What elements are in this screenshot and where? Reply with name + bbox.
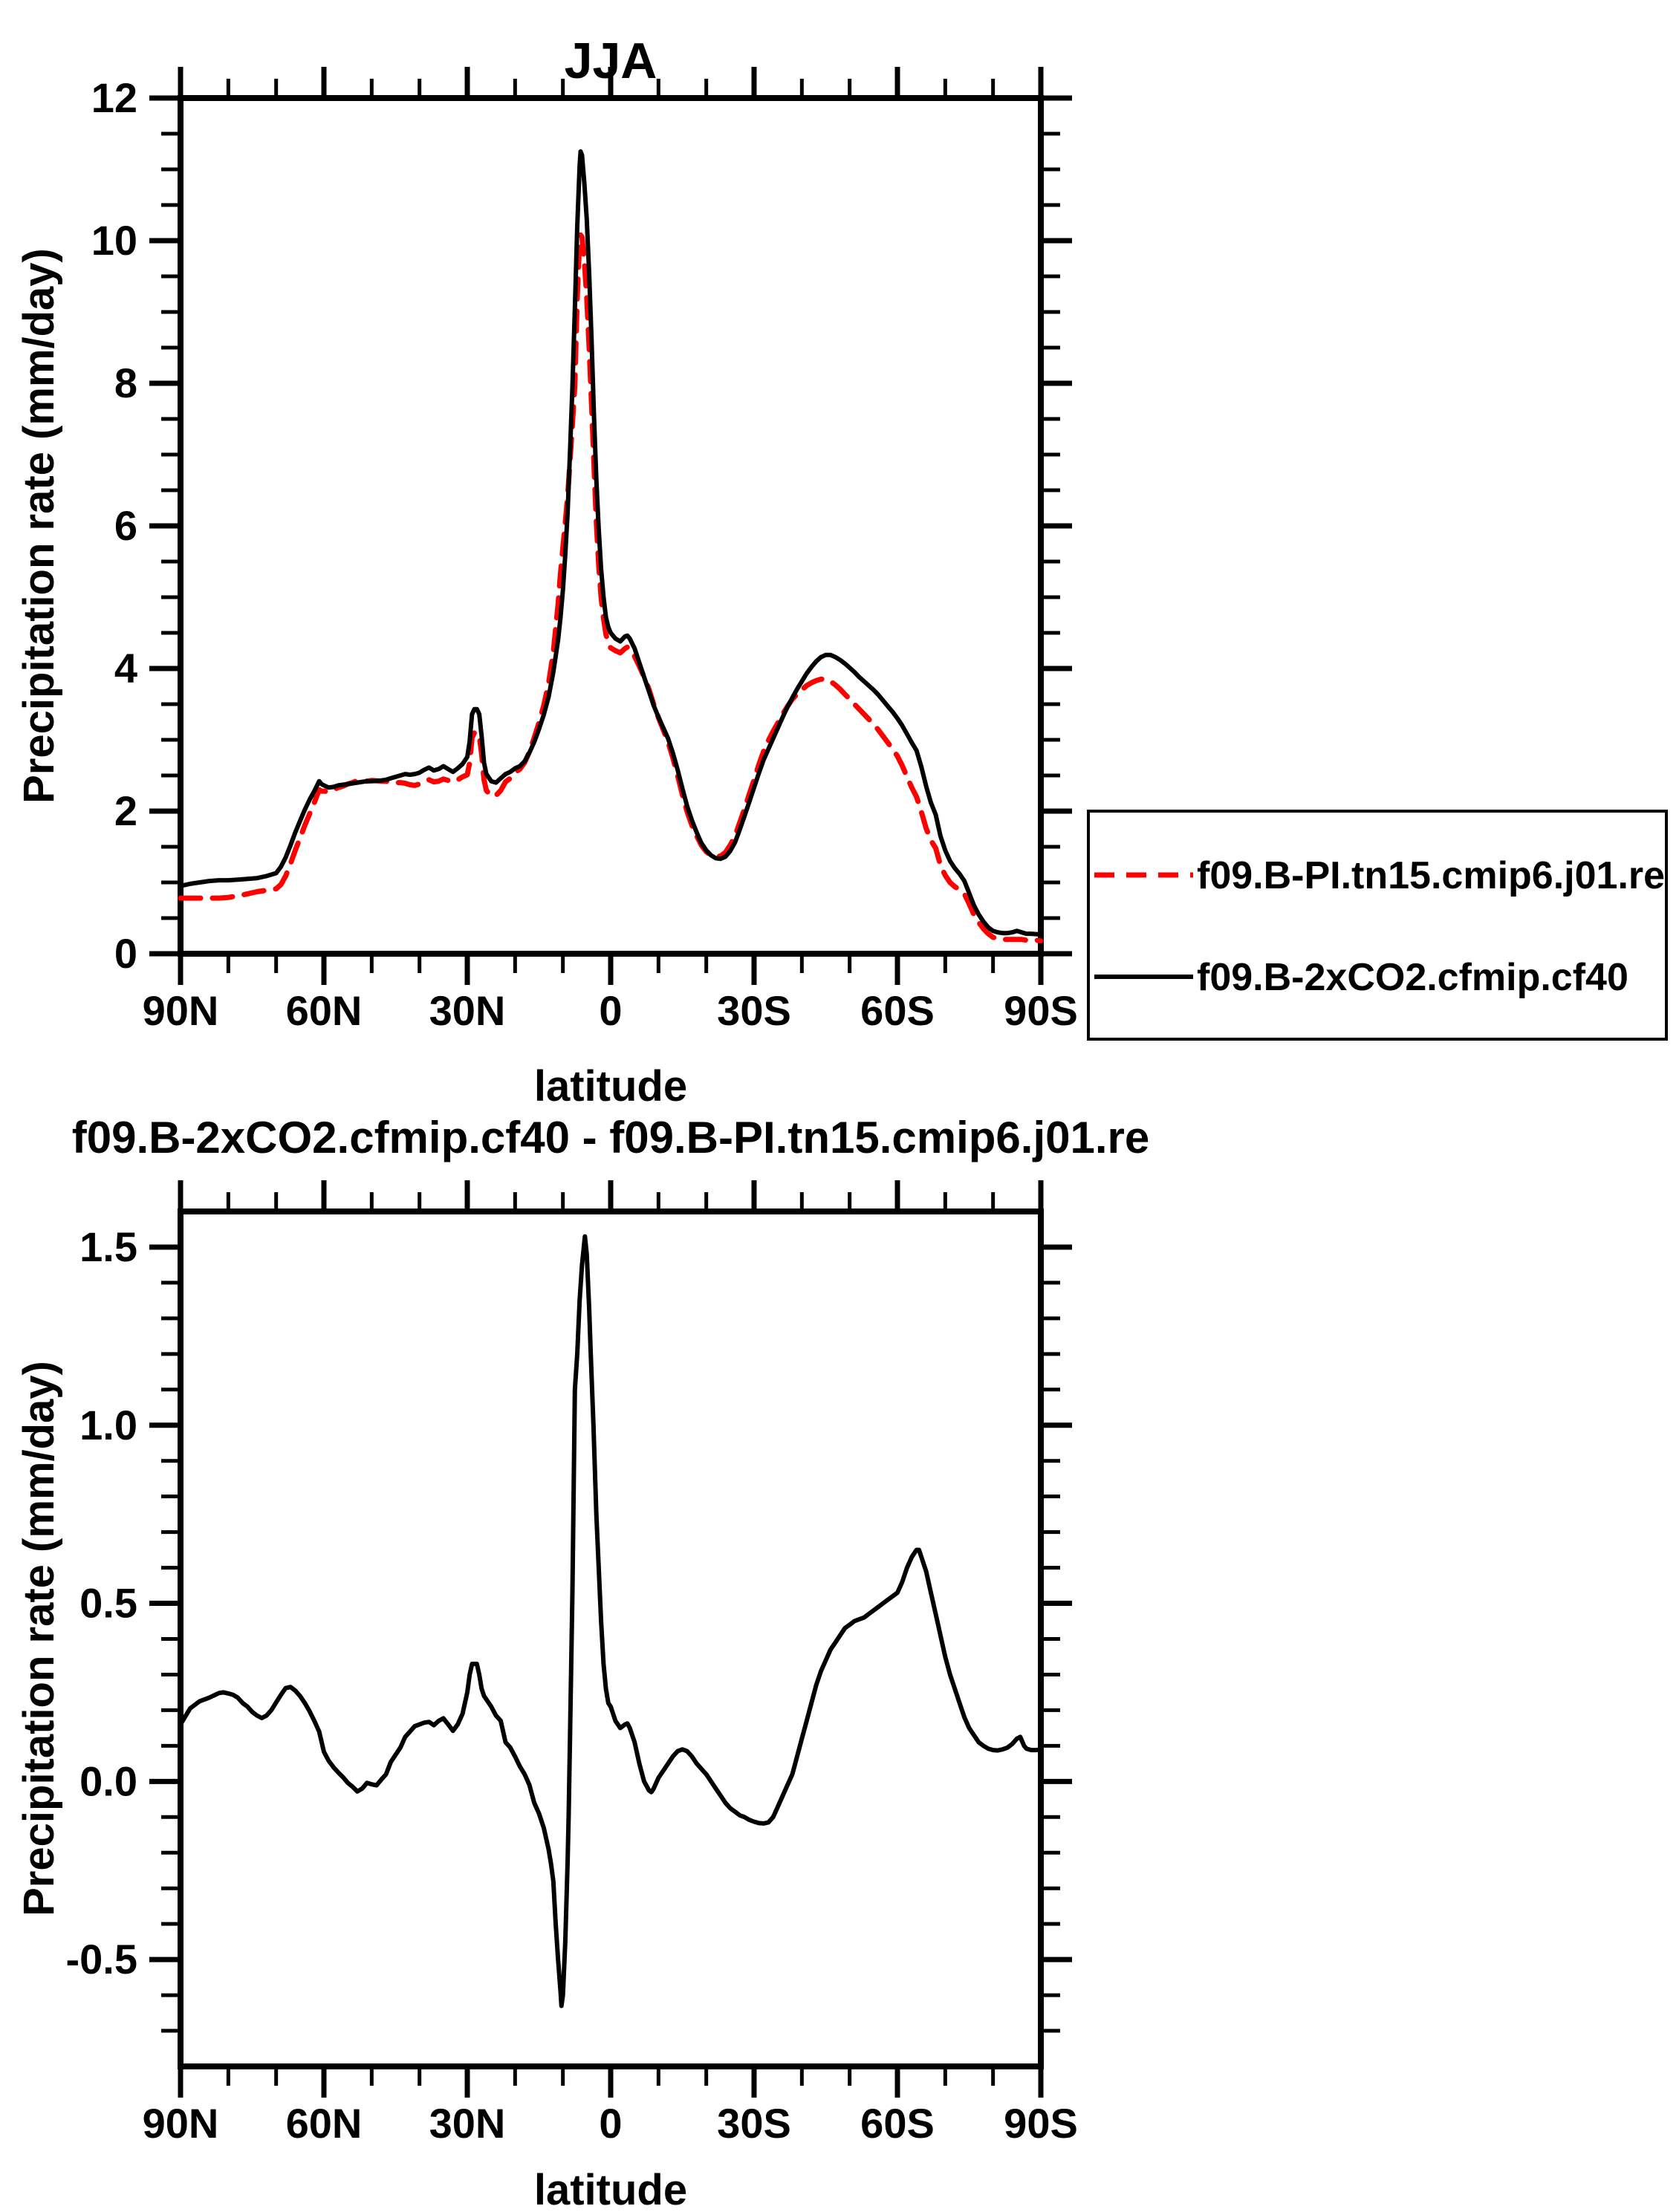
y-tick-label: 10 — [91, 217, 137, 264]
x-tick-label: 90S — [1004, 2100, 1078, 2147]
y-tick-label: 4 — [114, 645, 137, 692]
x-tick-label: 60N — [286, 2100, 363, 2147]
x-tick-label: 90N — [143, 987, 219, 1034]
bottom-chart-ylabel: Precipitation rate (mm/day) — [15, 1361, 63, 1916]
legend-label-pi: f09.B-PI.tn15.cmip6.j01.re — [1197, 854, 1665, 897]
y-tick-label: 6 — [114, 502, 137, 549]
x-tick-label: 30N — [429, 2100, 506, 2147]
series-line-0 — [178, 1234, 1043, 2008]
legend-box — [1087, 810, 1668, 1041]
y-tick-label: 0.0 — [79, 1757, 137, 1804]
top-chart-xlabel: latitude — [534, 1062, 687, 1110]
legend-label-2xco2: f09.B-2xCO2.cfmip.cf40 — [1197, 956, 1628, 999]
x-tick-label: 90S — [1004, 987, 1078, 1034]
top-chart-ylabel: Precipitation rate (mm/day) — [15, 248, 63, 804]
tick-labels: 90N 60N 30N 0 30S 60S 90S 12 10 8 6 4 2 0 — [91, 74, 1078, 1034]
x-tick-label: 60S — [860, 2100, 935, 2147]
y-tick-label: 12 — [91, 74, 137, 121]
bottom-chart-title: f09.B-2xCO2.cfmip.cf40 - f09.B-PI.tn15.c… — [72, 1113, 1150, 1162]
x-tick-label: 30N — [429, 987, 506, 1034]
series-line-1 — [178, 149, 1043, 937]
x-tick-label: 60N — [286, 987, 363, 1034]
y-tick-label: 0.5 — [79, 1580, 137, 1627]
x-tick-label: 90N — [143, 2100, 219, 2147]
y-tick-label: -0.5 — [66, 1936, 138, 1982]
x-tick-label: 0 — [599, 2100, 622, 2147]
top-chart: 90N 60N 30N 0 30S 60S 90S 12 10 8 6 4 2 0 — [91, 67, 1078, 1034]
axis-ticks — [149, 67, 1072, 985]
x-tick-label: 30S — [717, 987, 791, 1034]
x-tick-label: 30S — [717, 2100, 791, 2147]
x-tick-label: 0 — [599, 987, 622, 1034]
legend: f09.B-PI.tn15.cmip6.j01.re f09.B-2xCO2.c… — [1087, 810, 1668, 1041]
y-tick-label: 8 — [114, 360, 137, 406]
bottom-chart: 90N 60N 30N 0 30S 60S 90S 1.5 1.0 0.5 0.0 -0.5 — [66, 1180, 1078, 2147]
y-tick-label: 1.5 — [79, 1223, 137, 1270]
y-tick-label: 1.0 — [79, 1402, 137, 1448]
y-tick-label: 0 — [114, 930, 137, 977]
axis-ticks — [149, 1180, 1072, 2098]
y-tick-label: 2 — [114, 787, 137, 834]
tick-labels: 90N 60N 30N 0 30S 60S 90S 1.5 1.0 0.5 0.0 -0.5 — [66, 1223, 1078, 2147]
x-tick-label: 60S — [860, 987, 935, 1034]
bottom-chart-xlabel: latitude — [534, 2166, 687, 2212]
